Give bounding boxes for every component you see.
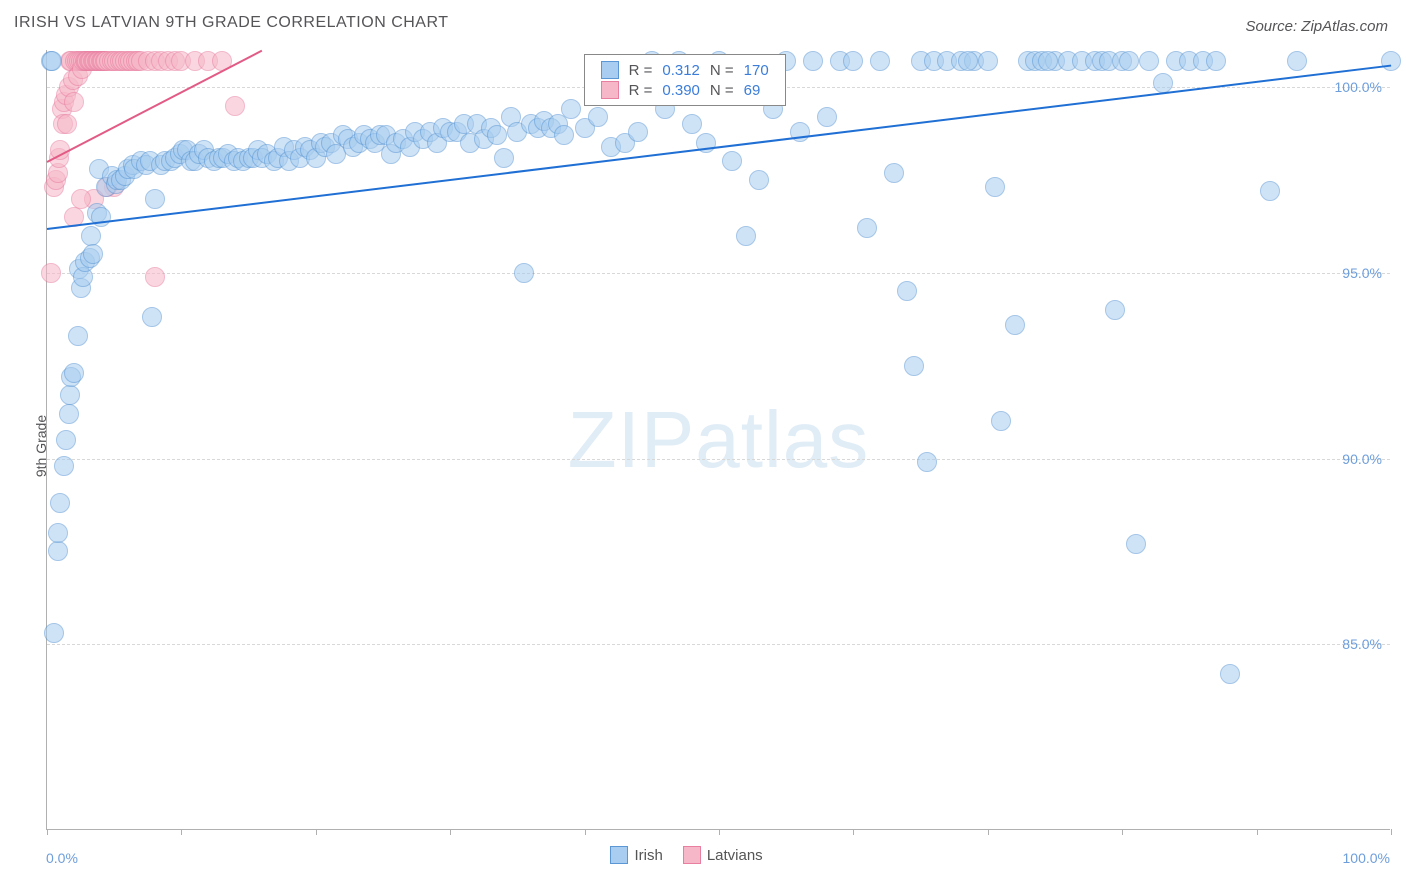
data-point: [56, 430, 76, 450]
data-point: [870, 51, 890, 71]
x-tick: [585, 829, 586, 835]
data-point: [991, 411, 1011, 431]
gridline: [47, 273, 1390, 274]
data-point: [1005, 315, 1025, 335]
data-point: [494, 148, 514, 168]
data-point: [142, 307, 162, 327]
data-point: [57, 114, 77, 134]
gridline: [47, 459, 1390, 460]
data-point: [68, 326, 88, 346]
data-point: [897, 281, 917, 301]
data-point: [48, 523, 68, 543]
y-tick-label: 95.0%: [1342, 265, 1382, 281]
series-legend: Irish Latvians: [610, 846, 782, 864]
x-tick: [181, 829, 182, 835]
y-tick-label: 85.0%: [1342, 636, 1382, 652]
data-point: [803, 51, 823, 71]
data-point: [904, 356, 924, 376]
x-tick: [47, 829, 48, 835]
data-point: [1105, 300, 1125, 320]
x-label-left: 0.0%: [46, 850, 78, 866]
x-tick: [853, 829, 854, 835]
x-tick: [719, 829, 720, 835]
legend-irish: Irish: [634, 847, 662, 864]
data-point: [487, 125, 507, 145]
correlation-legend: R =0.312N =170R =0.390N =69: [584, 54, 786, 106]
data-point: [722, 151, 742, 171]
data-point: [843, 51, 863, 71]
data-point: [628, 122, 648, 142]
data-point: [978, 51, 998, 71]
watermark: ZIPatlas: [568, 394, 869, 486]
data-point: [857, 218, 877, 238]
data-point: [1220, 664, 1240, 684]
data-point: [1038, 51, 1058, 71]
data-point: [83, 244, 103, 264]
scatter-chart: ZIPatlas 85.0% 90.0% 95.0% 100.0%: [46, 50, 1390, 830]
data-point: [736, 226, 756, 246]
data-point: [54, 456, 74, 476]
x-tick: [1257, 829, 1258, 835]
data-point: [81, 226, 101, 246]
data-point: [682, 114, 702, 134]
data-point: [48, 541, 68, 561]
y-tick-label: 90.0%: [1342, 451, 1382, 467]
y-tick-label: 100.0%: [1335, 79, 1382, 95]
data-point: [64, 92, 84, 112]
data-point: [749, 170, 769, 190]
x-tick: [1122, 829, 1123, 835]
data-point: [1206, 51, 1226, 71]
chart-title: IRISH VS LATVIAN 9TH GRADE CORRELATION C…: [14, 14, 449, 32]
data-point: [561, 99, 581, 119]
data-point: [44, 623, 64, 643]
data-point: [1260, 181, 1280, 201]
data-point: [514, 263, 534, 283]
data-point: [1287, 51, 1307, 71]
data-point: [1139, 51, 1159, 71]
data-point: [41, 263, 61, 283]
source-label: Source: ZipAtlas.com: [1245, 18, 1388, 35]
data-point: [958, 51, 978, 71]
data-point: [588, 107, 608, 127]
data-point: [917, 452, 937, 472]
data-point: [225, 96, 245, 116]
gridline: [47, 644, 1390, 645]
x-tick: [1391, 829, 1392, 835]
x-tick: [316, 829, 317, 835]
data-point: [1381, 51, 1401, 71]
x-tick: [988, 829, 989, 835]
data-point: [884, 163, 904, 183]
data-point: [42, 51, 62, 71]
data-point: [145, 267, 165, 287]
data-point: [1126, 534, 1146, 554]
data-point: [145, 189, 165, 209]
x-label-right: 100.0%: [1343, 850, 1390, 866]
data-point: [1119, 51, 1139, 71]
data-point: [817, 107, 837, 127]
data-point: [59, 404, 79, 424]
data-point: [64, 363, 84, 383]
data-point: [50, 493, 70, 513]
data-point: [60, 385, 80, 405]
legend-latvians: Latvians: [707, 847, 763, 864]
data-point: [71, 189, 91, 209]
data-point: [985, 177, 1005, 197]
data-point: [554, 125, 574, 145]
x-tick: [450, 829, 451, 835]
